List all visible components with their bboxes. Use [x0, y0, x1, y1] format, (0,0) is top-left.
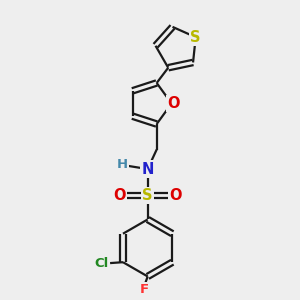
Text: H: H [117, 158, 128, 171]
Text: O: O [167, 96, 179, 111]
Text: F: F [140, 283, 149, 296]
Text: S: S [142, 188, 153, 203]
Text: O: O [169, 188, 182, 203]
Text: N: N [142, 161, 154, 176]
Text: O: O [113, 188, 126, 203]
Text: S: S [190, 30, 201, 45]
Text: Cl: Cl [94, 257, 108, 270]
